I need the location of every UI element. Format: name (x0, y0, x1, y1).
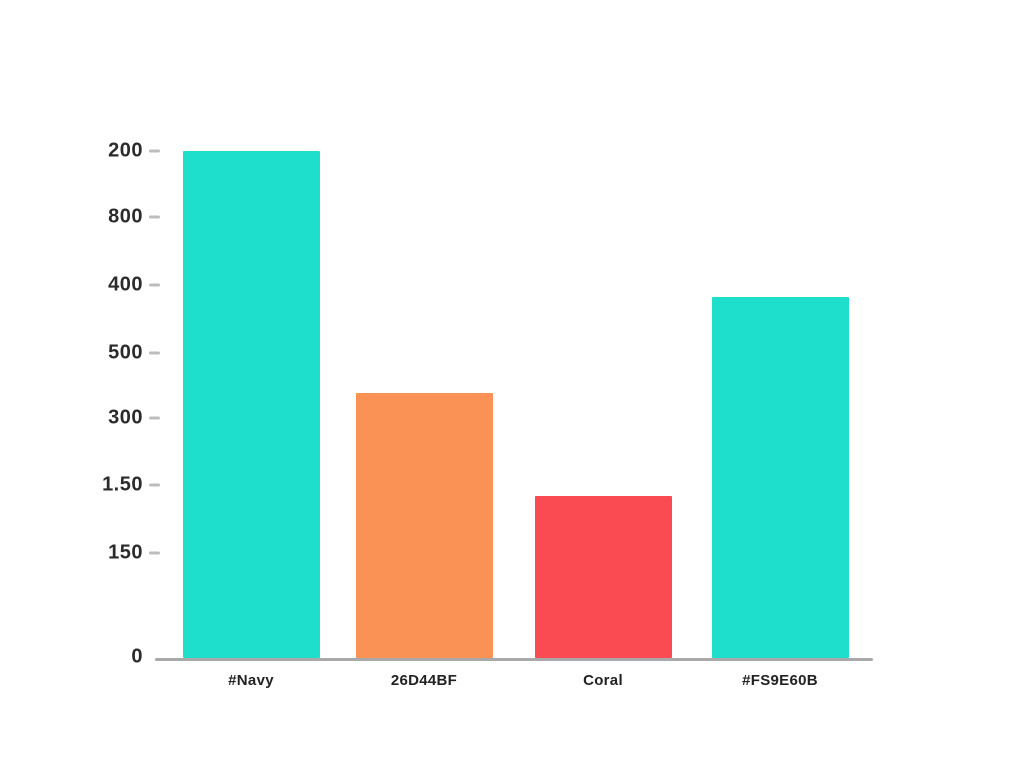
y-axis-tick-label: 150 (108, 541, 143, 564)
x-axis-category-label: Coral (583, 672, 623, 689)
x-axis-category-label: #FS9E60B (742, 672, 818, 689)
y-axis-tick-mark (149, 351, 160, 355)
y-axis-tick-mark (149, 483, 160, 487)
y-axis-tick-label: 800 (108, 205, 143, 228)
bar-2 (356, 393, 493, 658)
y-axis-tick-label: 500 (108, 341, 143, 364)
y-axis-tick-label: 300 (108, 406, 143, 429)
x-axis-category-label: #Navy (228, 672, 274, 689)
bar-3 (535, 496, 672, 658)
bar-4 (712, 297, 849, 658)
y-axis-tick-mark (149, 283, 160, 287)
y-axis-tick-label: 400 (108, 273, 143, 296)
bar-1 (183, 151, 320, 658)
y-axis-tick-mark (149, 416, 160, 420)
y-axis-tick-mark (149, 149, 160, 153)
y-axis-tick-mark (149, 551, 160, 555)
y-axis-tick-label: 0 (131, 645, 143, 668)
y-axis-tick-label: 200 (108, 139, 143, 162)
x-axis-category-label: 26D44BF (390, 672, 458, 689)
y-axis-tick-label: 1.50 (102, 473, 143, 496)
x-axis-line (155, 658, 873, 661)
y-axis-tick-mark (149, 215, 160, 219)
